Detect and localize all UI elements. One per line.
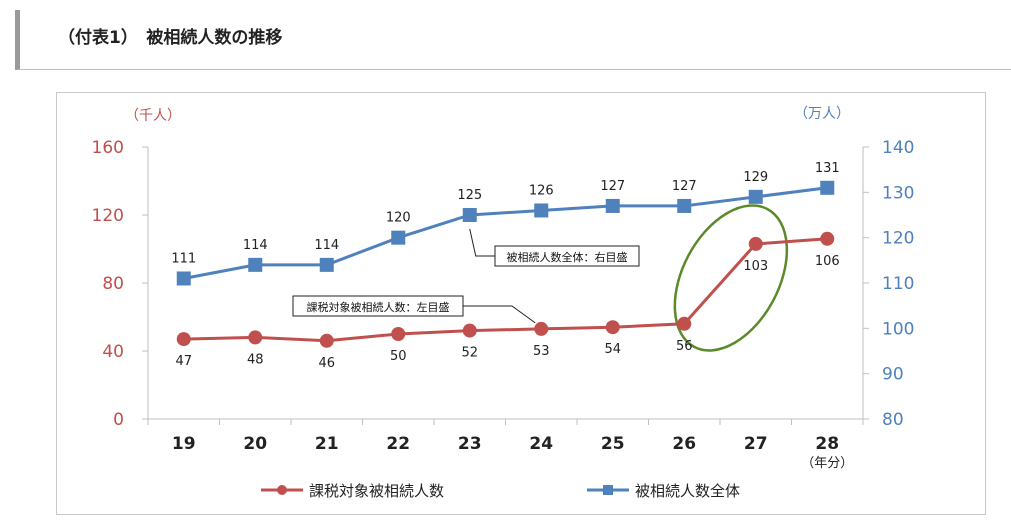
x-tick-label: 28 bbox=[815, 434, 839, 454]
data-point-taxable bbox=[248, 330, 263, 345]
y-right-tick-label: 110 bbox=[882, 274, 914, 294]
series-line-total bbox=[183, 186, 828, 280]
data-point-taxable bbox=[462, 323, 477, 338]
x-tick-label: 27 bbox=[744, 434, 768, 454]
data-point-taxable bbox=[176, 332, 191, 347]
data-point-total bbox=[248, 257, 263, 272]
annotation-box bbox=[292, 295, 464, 317]
data-point-total bbox=[820, 180, 835, 195]
data-point-taxable bbox=[748, 236, 763, 251]
x-tick-label: 22 bbox=[386, 434, 410, 454]
annotation-right-axis-note: 被相続人数全体：右目盛 bbox=[507, 250, 628, 264]
series-line-taxable bbox=[183, 237, 828, 343]
data-label-total: 127 bbox=[672, 179, 697, 194]
y-left-unit-label: （千人） bbox=[125, 108, 181, 124]
data-point-total bbox=[462, 208, 477, 222]
x-tick-label: 24 bbox=[529, 434, 553, 454]
data-point-taxable bbox=[677, 316, 692, 331]
y-right-tick-label: 130 bbox=[882, 183, 914, 203]
data-point-taxable bbox=[820, 231, 835, 246]
annotation-leader-line bbox=[463, 305, 536, 324]
x-tick-label: 25 bbox=[601, 434, 625, 454]
x-tick-label: 20 bbox=[243, 434, 267, 454]
y-left-tick-label: 0 bbox=[113, 410, 124, 430]
data-point-taxable bbox=[605, 320, 620, 335]
legend-label-total: 被相続人数全体 bbox=[635, 482, 740, 500]
chart-frame: 0 40 80 120 160 80 90 100 110 120 130 140 19 20 21 22 23… bbox=[56, 92, 986, 515]
y-right-tick-label: 90 bbox=[882, 365, 904, 385]
data-point-taxable bbox=[534, 321, 549, 336]
y-right-unit-label: （万人） bbox=[794, 106, 850, 122]
y-left-tick-label: 40 bbox=[102, 342, 124, 362]
data-label-total: 114 bbox=[243, 238, 268, 253]
data-point-total bbox=[748, 189, 763, 204]
x-tick-label: 21 bbox=[315, 434, 339, 454]
y-right-tick-label: 100 bbox=[882, 319, 914, 339]
legend-marker-total bbox=[603, 485, 613, 495]
data-label-total: 129 bbox=[743, 170, 768, 185]
annotation-box bbox=[494, 245, 640, 267]
y-left-tick-label: 80 bbox=[102, 274, 124, 294]
page-title: （付表1） 被相続人数の推移 bbox=[58, 28, 283, 48]
data-label-total: 125 bbox=[457, 188, 482, 203]
data-label-taxable: 56 bbox=[676, 339, 693, 354]
page-header: （付表1） 被相続人数の推移 bbox=[15, 10, 1011, 70]
chart: 0 40 80 120 160 80 90 100 110 120 130 140 19 20 21 22 23… bbox=[92, 106, 915, 500]
data-label-taxable: 47 bbox=[175, 354, 192, 369]
y-right-tick-label: 120 bbox=[882, 229, 914, 249]
data-label-taxable: 52 bbox=[461, 346, 478, 361]
data-label-total: 114 bbox=[314, 238, 339, 253]
data-point-total bbox=[605, 198, 620, 213]
data-point-total bbox=[534, 203, 549, 218]
legend-label-taxable: 課税対象被相続人数 bbox=[309, 482, 444, 500]
x-tick-label: 19 bbox=[172, 434, 196, 454]
y-right-tick-label: 80 bbox=[882, 410, 904, 430]
y-left-tick-label: 120 bbox=[92, 206, 124, 226]
data-label-total: 111 bbox=[171, 251, 196, 266]
y-left-tick-label: 160 bbox=[92, 138, 124, 158]
x-tick-label: 23 bbox=[458, 434, 482, 454]
data-label-taxable: 54 bbox=[604, 342, 621, 357]
data-point-taxable bbox=[391, 327, 406, 341]
data-point-total bbox=[677, 198, 692, 213]
y-right-tick-label: 140 bbox=[882, 138, 914, 158]
data-label-taxable: 106 bbox=[815, 254, 840, 269]
data-point-total bbox=[319, 257, 334, 272]
data-point-taxable bbox=[319, 333, 334, 348]
data-label-taxable: 53 bbox=[533, 344, 550, 359]
data-label-total: 126 bbox=[529, 183, 554, 198]
data-label-total: 131 bbox=[815, 161, 840, 176]
annotation-leader-line bbox=[469, 228, 495, 257]
data-label-taxable: 50 bbox=[390, 349, 407, 364]
data-label-taxable: 103 bbox=[743, 259, 768, 274]
data-label-total: 120 bbox=[386, 211, 411, 226]
highlight-ellipse bbox=[673, 204, 789, 352]
data-label-taxable: 48 bbox=[247, 352, 264, 367]
data-label-total: 127 bbox=[600, 179, 625, 194]
annotation-left-axis-note: 課税対象被相続人数：左目盛 bbox=[307, 300, 450, 314]
data-label-taxable: 46 bbox=[318, 356, 335, 371]
x-unit-label: （年分） bbox=[801, 456, 853, 471]
legend-marker-taxable bbox=[277, 485, 287, 495]
x-tick-label: 26 bbox=[672, 434, 696, 454]
data-point-total bbox=[391, 230, 406, 245]
data-point-total bbox=[176, 271, 191, 286]
